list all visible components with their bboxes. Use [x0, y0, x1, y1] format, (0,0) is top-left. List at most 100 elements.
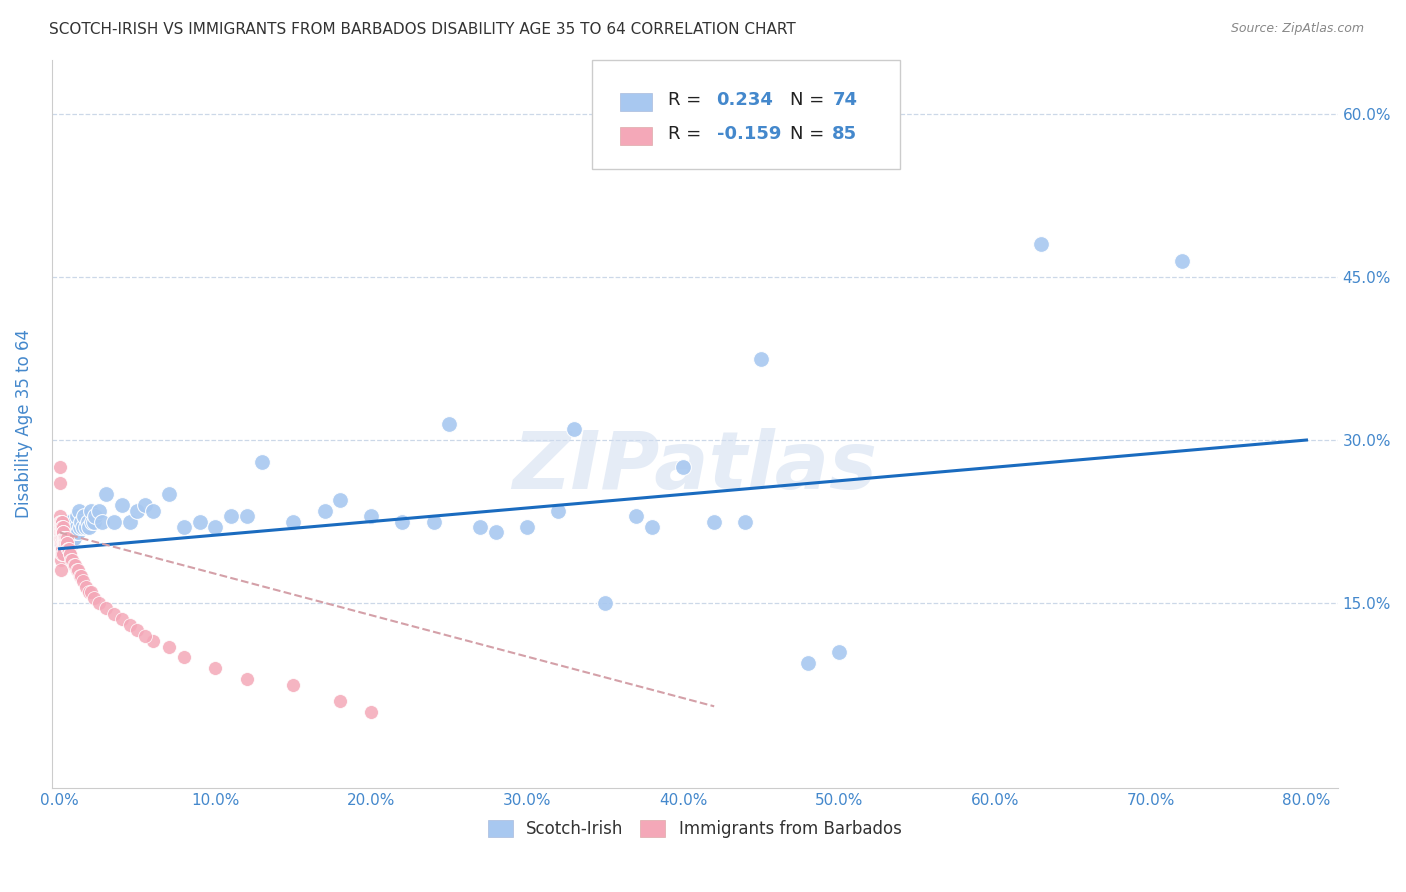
Text: -0.159: -0.159 [717, 125, 780, 143]
Point [58, 525, 80, 540]
Point [52, 520, 75, 534]
Point [53, 536, 76, 550]
Point [283, 515, 305, 529]
Point [173, 650, 195, 665]
Point [49, 531, 72, 545]
Point [672, 460, 695, 475]
Point [72, 520, 94, 534]
Point [66, 564, 89, 578]
Point [55, 531, 77, 545]
Point [90, 515, 112, 529]
Point [51, 547, 73, 561]
Point [51, 531, 73, 545]
Point [51, 525, 73, 540]
Point [59, 547, 82, 561]
Point [127, 624, 149, 638]
Point [734, 515, 756, 529]
Point [1031, 237, 1053, 252]
Point [49, 564, 72, 578]
Point [70, 569, 93, 583]
Point [49, 552, 72, 566]
Point [55, 515, 77, 529]
Point [111, 498, 134, 512]
Point [626, 509, 648, 524]
Point [593, 596, 616, 610]
Point [391, 515, 413, 529]
Point [58, 541, 80, 556]
Point [118, 515, 141, 529]
Point [59, 536, 82, 550]
Point [62, 558, 84, 572]
Point [516, 520, 538, 534]
Point [77, 585, 100, 599]
Point [51, 525, 73, 540]
Point [51, 536, 73, 550]
Point [49, 460, 72, 475]
Point [51, 536, 73, 550]
Point [52, 531, 75, 545]
Point [60, 525, 83, 540]
Point [329, 492, 352, 507]
Point [67, 525, 90, 540]
Point [314, 504, 336, 518]
Text: 0.234: 0.234 [717, 91, 773, 109]
Point [63, 558, 86, 572]
Point [51, 515, 73, 529]
Point [49, 536, 72, 550]
Point [80, 585, 103, 599]
Point [53, 536, 76, 550]
Point [547, 504, 569, 518]
Point [283, 677, 305, 691]
Point [87, 504, 110, 518]
Point [53, 536, 76, 550]
Point [52, 525, 75, 540]
Text: N =: N = [790, 125, 824, 143]
Point [76, 515, 98, 529]
Point [96, 487, 118, 501]
Point [52, 541, 75, 556]
Point [69, 569, 91, 583]
Point [49, 476, 72, 491]
Point [80, 504, 103, 518]
Point [173, 520, 195, 534]
Point [204, 520, 226, 534]
Point [52, 525, 75, 540]
Text: R =: R = [668, 125, 707, 143]
Point [796, 656, 818, 670]
Point [235, 509, 257, 524]
Point [82, 515, 104, 529]
Point [53, 531, 76, 545]
Point [66, 509, 89, 524]
FancyBboxPatch shape [620, 127, 652, 145]
Point [111, 612, 134, 626]
Point [53, 531, 76, 545]
Point [485, 525, 508, 540]
Point [51, 525, 73, 540]
Point [52, 531, 75, 545]
Point [103, 515, 125, 529]
Text: ZIPatlas: ZIPatlas [512, 428, 877, 507]
Point [56, 536, 79, 550]
Point [56, 541, 79, 556]
Point [75, 580, 97, 594]
Point [63, 531, 86, 545]
Point [49, 515, 72, 529]
Point [118, 617, 141, 632]
Point [62, 525, 84, 540]
Point [72, 574, 94, 589]
Point [470, 520, 492, 534]
Point [360, 705, 382, 719]
Point [1171, 253, 1194, 268]
Point [749, 351, 772, 366]
Point [235, 672, 257, 686]
Point [51, 520, 73, 534]
Point [67, 564, 90, 578]
Point [703, 515, 725, 529]
Point [53, 531, 76, 545]
Point [250, 455, 273, 469]
Point [219, 509, 242, 524]
Point [360, 509, 382, 524]
Point [56, 536, 79, 550]
FancyBboxPatch shape [620, 93, 652, 111]
Point [51, 525, 73, 540]
